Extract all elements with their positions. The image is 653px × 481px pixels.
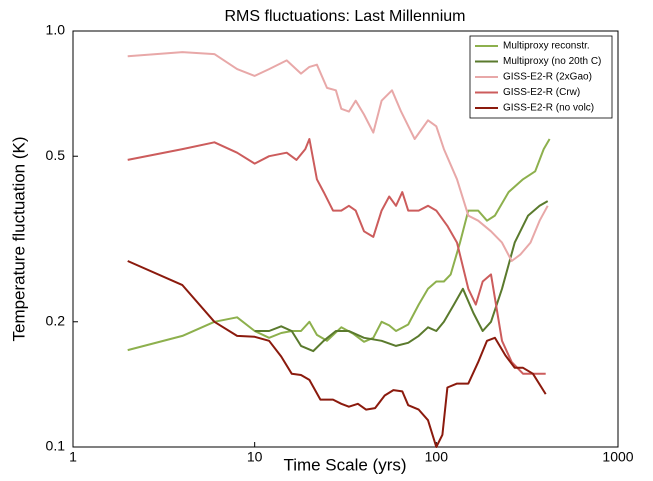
series-line [127, 138, 551, 352]
chart-title: RMS fluctuations: Last Millennium [225, 8, 466, 25]
series-line [254, 200, 549, 353]
x-tick-label: 1 [69, 449, 77, 465]
legend-label: GISS-E2-R (2xGao) [503, 72, 592, 83]
y-tick-label: 0.2 [46, 312, 66, 328]
x-tick-label: 10 [247, 449, 263, 465]
legend-label: Multiproxy (no 20th C) [503, 56, 601, 67]
y-axis-label: Temperature fluctuation (K) [9, 136, 28, 341]
series-line [127, 138, 546, 375]
x-tick-label: 100 [425, 449, 449, 465]
legend-label: GISS-E2-R (Crw) [503, 87, 580, 98]
y-tick-label: 0.5 [46, 147, 66, 163]
legend-label: GISS-E2-R (no volc) [503, 103, 594, 114]
y-tick-label: 0.1 [46, 438, 66, 454]
legend: Multiproxy reconstr. Multiproxy (no 20th … [469, 35, 613, 119]
plot-frame [72, 30, 619, 448]
legend-label: Multiproxy reconstr. [503, 41, 590, 52]
x-tick-label: 1000 [602, 449, 633, 465]
x-axis-label: Time Scale (yrs) [283, 455, 406, 474]
series-line [127, 51, 549, 262]
y-tick-label: 1.0 [46, 22, 66, 38]
series-line [127, 260, 547, 448]
